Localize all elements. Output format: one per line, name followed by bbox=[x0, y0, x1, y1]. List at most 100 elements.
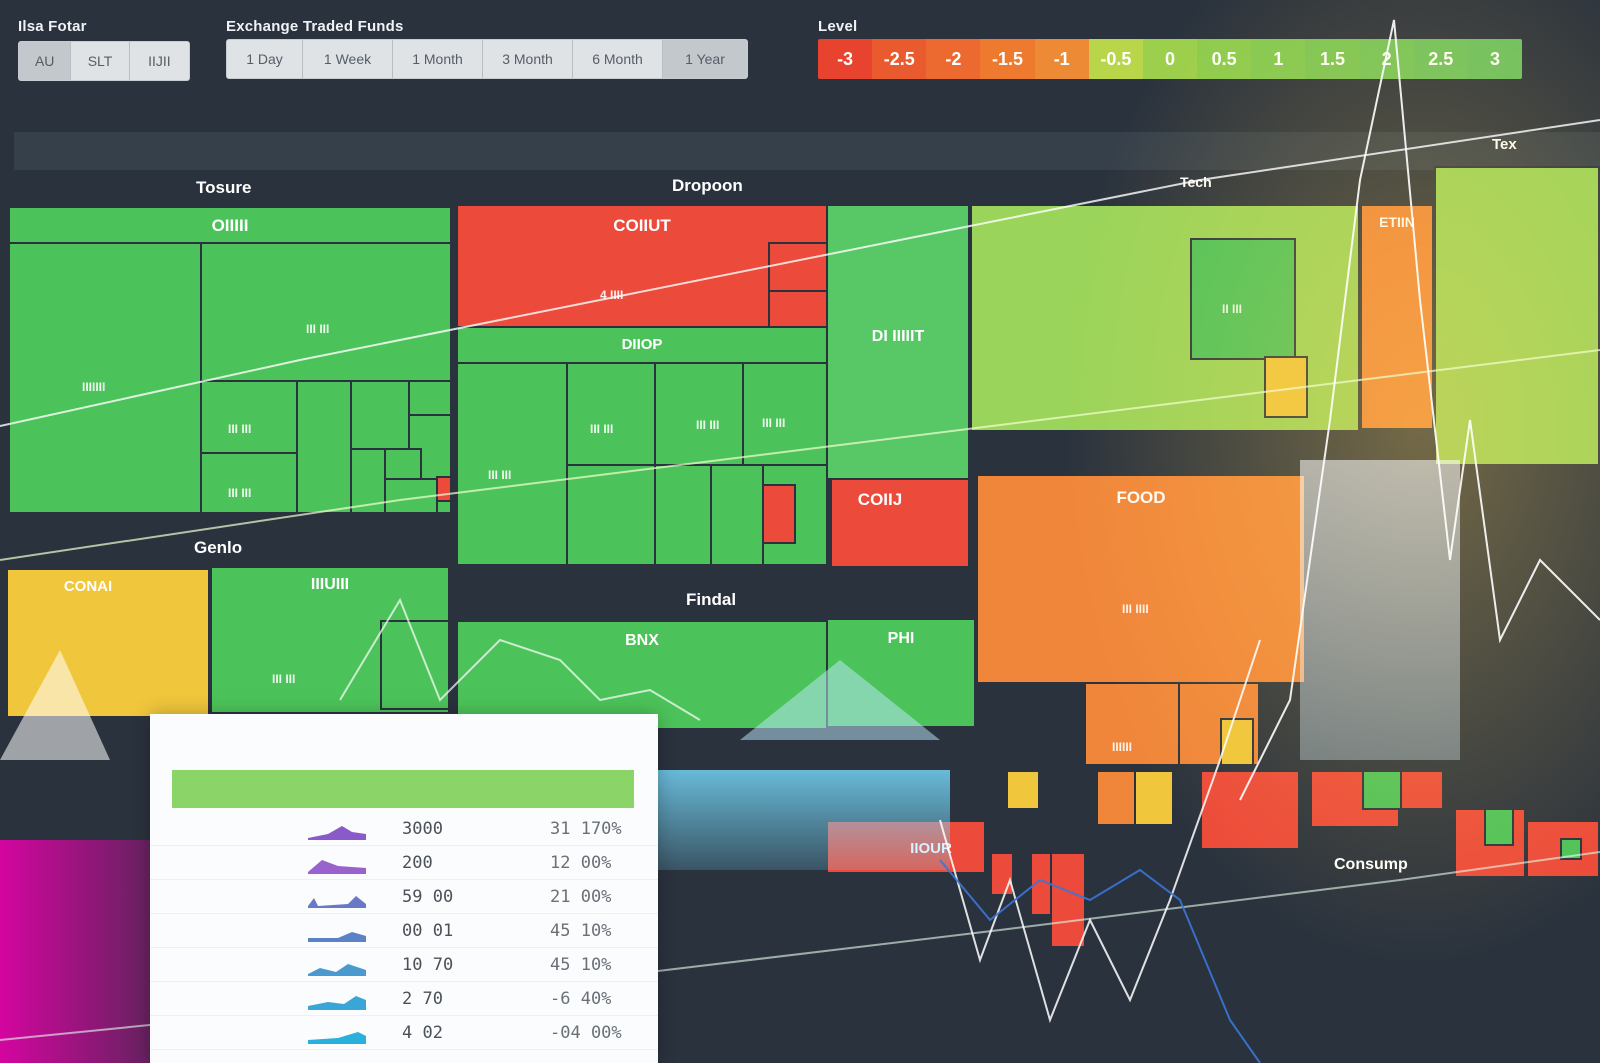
treemap-tile[interactable] bbox=[350, 448, 386, 514]
treemap-tile[interactable] bbox=[1200, 770, 1300, 850]
treemap-tile[interactable] bbox=[296, 380, 352, 514]
legend-cell: -1 bbox=[1034, 39, 1089, 79]
treemap-tile[interactable]: IIIIIII bbox=[8, 242, 202, 514]
tile-label: IIIUIII bbox=[310, 576, 350, 593]
sparkline bbox=[308, 932, 366, 942]
zigzag-line bbox=[939, 859, 1261, 1063]
treemap-tile[interactable] bbox=[1220, 718, 1254, 766]
tile-value: IIIIIII bbox=[82, 380, 106, 394]
group1-button-1[interactable]: AU bbox=[19, 42, 72, 80]
treemap-tile[interactable]: COIIJ bbox=[830, 478, 970, 568]
sector-title: Tosure bbox=[196, 178, 252, 197]
treemap-tile[interactable]: IIOUR bbox=[826, 820, 986, 874]
treemap-tile[interactable]: CONAI bbox=[6, 568, 210, 718]
treemap-tile[interactable] bbox=[768, 290, 828, 330]
treemap-tile[interactable] bbox=[1050, 852, 1086, 948]
treemap-tile[interactable] bbox=[990, 852, 1014, 896]
period-button-1d[interactable]: 1 Day bbox=[227, 40, 303, 78]
tile-value: III III bbox=[228, 486, 252, 500]
legend-cell: 3 bbox=[1467, 39, 1522, 79]
treemap-tile[interactable]: ETIIN bbox=[1360, 204, 1434, 430]
treemap-tile[interactable]: III III bbox=[566, 362, 656, 466]
row-value: 10 70 bbox=[402, 955, 454, 975]
treemap-tile[interactable] bbox=[1030, 852, 1052, 916]
treemap-tile[interactable]: III III bbox=[200, 380, 298, 454]
group1-button-3[interactable]: IIJII bbox=[148, 53, 171, 69]
period-button-1y[interactable]: 1 Year bbox=[663, 40, 747, 78]
glow-overlay bbox=[1300, 460, 1460, 760]
tile-value: III III bbox=[590, 422, 614, 436]
tile-value: III III bbox=[696, 418, 720, 432]
treemap-tile[interactable] bbox=[408, 380, 452, 416]
treemap-tile[interactable]: III III bbox=[200, 452, 298, 514]
treemap-tile[interactable] bbox=[654, 464, 712, 566]
row-value: 00 01 bbox=[402, 921, 454, 941]
treemap-tile[interactable]: III III bbox=[456, 362, 568, 566]
tile-label: OIIIII bbox=[211, 216, 249, 235]
treemap-tile[interactable]: II III bbox=[1190, 238, 1296, 360]
treemap-tile[interactable] bbox=[762, 484, 796, 544]
legend-label: Level bbox=[818, 18, 858, 35]
period-button-1m[interactable]: 1 Month bbox=[393, 40, 483, 78]
tile-label: COIIUT bbox=[613, 216, 671, 235]
treemap-tile[interactable] bbox=[436, 476, 452, 502]
sector-title: Consump bbox=[1334, 856, 1408, 873]
row-value: 200 bbox=[402, 853, 433, 873]
tile-value: III IIII bbox=[1122, 602, 1149, 616]
treemap-tile[interactable] bbox=[1560, 838, 1582, 860]
row-value: 4 02 bbox=[402, 1023, 443, 1043]
treemap-tile[interactable]: III III bbox=[654, 362, 744, 466]
legend-cell: -2 bbox=[926, 39, 981, 79]
period-segmented-control: 1 Day 1 Week 1 Month 3 Month 6 Month 1 Y… bbox=[226, 39, 748, 79]
treemap-tile[interactable] bbox=[380, 620, 450, 710]
legend-cell: -3 bbox=[818, 39, 873, 79]
table-row[interactable]: 4 02 -04 00% bbox=[150, 1016, 658, 1050]
period-button-3m[interactable]: 3 Month bbox=[483, 40, 573, 78]
treemap-tile[interactable]: III III bbox=[742, 362, 828, 466]
sparkline bbox=[308, 1032, 366, 1044]
table-row[interactable]: 200 12 00% bbox=[150, 846, 658, 880]
period-button-6m[interactable]: 6 Month bbox=[573, 40, 663, 78]
group1-button-2[interactable]: SLT bbox=[71, 42, 130, 80]
treemap-tile[interactable] bbox=[1362, 770, 1402, 810]
sector-title: Tech bbox=[1180, 174, 1212, 190]
tile-value: 4 IIII bbox=[600, 288, 624, 302]
treemap-tile[interactable] bbox=[1484, 808, 1514, 846]
table-row[interactable]: 3000 31 170% bbox=[150, 812, 658, 846]
row-value: 2 70 bbox=[402, 989, 443, 1009]
treemap-tile[interactable] bbox=[1006, 770, 1040, 810]
treemap-tile[interactable]: DI IIIIIT bbox=[826, 204, 970, 480]
table-row[interactable]: 00 01 45 10% bbox=[150, 914, 658, 948]
sector-title: Genlo bbox=[194, 538, 243, 557]
sparkline bbox=[308, 826, 366, 840]
data-panel: 3000 31 170% 200 12 00% 59 00 21 00% 00 … bbox=[150, 714, 658, 1063]
tile-value: IIIIII bbox=[1112, 740, 1133, 754]
treemap-tile[interactable] bbox=[710, 464, 764, 566]
treemap-tile[interactable] bbox=[566, 464, 656, 566]
treemap-tile[interactable] bbox=[1434, 166, 1600, 466]
table-row[interactable]: 2 70 -6 40% bbox=[150, 982, 658, 1016]
legend-cell: 1.5 bbox=[1305, 39, 1360, 79]
treemap-tile[interactable]: PHI bbox=[826, 618, 976, 728]
table-row[interactable]: 10 70 45 10% bbox=[150, 948, 658, 982]
legend-cell: -0.5 bbox=[1088, 39, 1143, 79]
treemap-tile[interactable] bbox=[1134, 770, 1174, 826]
treemap-tile[interactable] bbox=[384, 448, 422, 480]
sector-title: Tex bbox=[1492, 136, 1517, 153]
treemap-tile[interactable] bbox=[384, 478, 438, 514]
treemap-tile[interactable] bbox=[350, 380, 410, 450]
period-button-1w[interactable]: 1 Week bbox=[303, 40, 393, 78]
treemap-tile[interactable]: IIIIII bbox=[1084, 682, 1180, 766]
treemap-tile[interactable]: FOOD III IIII bbox=[976, 474, 1306, 684]
treemap-tile[interactable]: III III bbox=[200, 242, 452, 382]
treemap-tile[interactable] bbox=[1096, 770, 1136, 826]
treemap-tile[interactable] bbox=[1400, 770, 1444, 810]
row-change: 45 10% bbox=[550, 955, 612, 975]
tile-label: IIOUR bbox=[910, 840, 952, 857]
row-value: 59 00 bbox=[402, 887, 454, 907]
treemap-tile[interactable] bbox=[1264, 356, 1308, 418]
treemap-tile[interactable] bbox=[768, 242, 828, 292]
table-row[interactable]: 59 00 21 00% bbox=[150, 880, 658, 914]
header-band bbox=[14, 132, 1600, 170]
row-change: 21 00% bbox=[550, 887, 612, 907]
